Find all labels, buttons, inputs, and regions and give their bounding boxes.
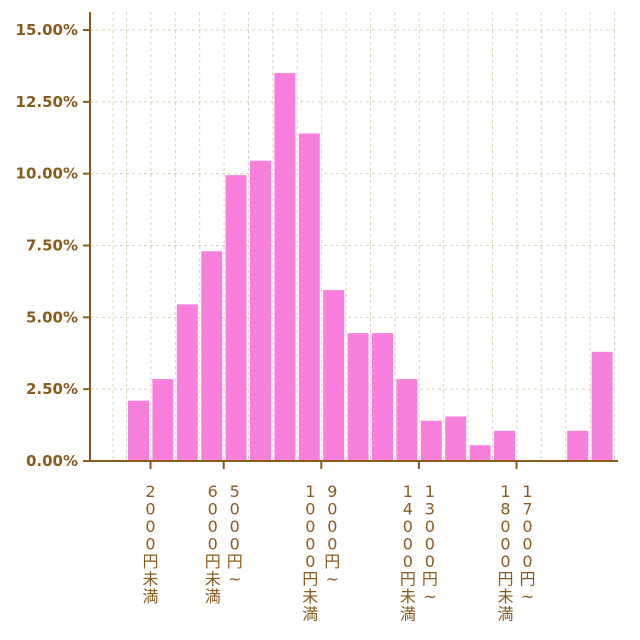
x-tick-label: 1 0 0 0 0 円未満 bbox=[302, 482, 318, 624]
y-tick-label: 10.00% bbox=[16, 165, 78, 183]
bar bbox=[250, 160, 271, 461]
bar bbox=[128, 400, 149, 461]
y-tick-label: 5.00% bbox=[26, 308, 78, 326]
axes bbox=[89, 12, 618, 462]
bar bbox=[225, 175, 247, 461]
bar bbox=[396, 379, 418, 461]
bars bbox=[128, 73, 613, 461]
x-tick-label: 1 8 0 0 0 円未満 bbox=[497, 482, 513, 624]
x-tick-labels: 2 0 0 0 円未満 6 0 0 0 円未満 5 0 0 0 円~ 1 0 0 0 0 円未満 9 0 0 0 円~ 1 4 0 0 0 円… bbox=[142, 461, 536, 624]
x-tick-label: 6 0 0 0 円未満 bbox=[205, 482, 221, 606]
bar bbox=[494, 430, 515, 461]
bar bbox=[372, 333, 393, 461]
y-tick-label: 12.50% bbox=[16, 93, 78, 111]
bar bbox=[152, 379, 174, 461]
x-tick-label: 2 0 0 0 円未満 bbox=[142, 482, 158, 606]
bar bbox=[591, 351, 613, 461]
y-tick-label: 0.00% bbox=[26, 452, 78, 470]
bar bbox=[567, 430, 589, 461]
x-tick-label: 1 4 0 0 0 円未満 bbox=[400, 482, 416, 624]
bar bbox=[298, 133, 320, 461]
bar bbox=[445, 416, 467, 461]
bar bbox=[274, 73, 296, 461]
x-tick-label: 1 7 0 0 0 円~ bbox=[519, 482, 535, 606]
bar bbox=[469, 445, 491, 461]
x-tick-label: 1 3 0 0 0 円~ bbox=[422, 482, 438, 606]
x-tick-label: 5 0 0 0 円~ bbox=[227, 482, 243, 589]
bar bbox=[201, 251, 223, 461]
y-tick-labels: 0.00% 2.50% 5.00% 7.50% 10.00% 12.50% 15.00% bbox=[16, 21, 90, 470]
bar bbox=[323, 290, 345, 461]
y-tick-label: 7.50% bbox=[26, 237, 78, 255]
y-tick-label: 15.00% bbox=[16, 21, 78, 39]
bar bbox=[420, 420, 442, 461]
y-tick-label: 2.50% bbox=[26, 380, 78, 398]
x-tick-label: 9 0 0 0 円~ bbox=[324, 482, 340, 589]
bar bbox=[347, 333, 369, 461]
grid-lines bbox=[90, 12, 618, 461]
bar bbox=[176, 304, 198, 461]
